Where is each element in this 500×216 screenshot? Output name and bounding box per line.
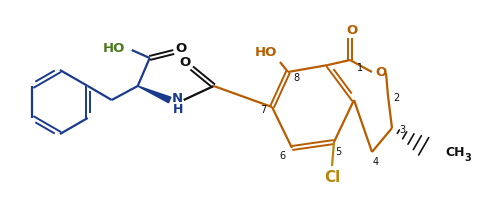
Text: O: O: [179, 57, 190, 70]
Text: 7: 7: [260, 105, 266, 115]
Text: 5: 5: [335, 147, 341, 157]
Text: 2: 2: [393, 93, 399, 103]
Text: 4: 4: [373, 157, 379, 167]
Text: O: O: [346, 24, 358, 37]
Text: 3: 3: [399, 125, 405, 135]
Text: N: N: [172, 92, 184, 105]
Text: O: O: [376, 67, 386, 79]
Text: 3: 3: [464, 153, 471, 163]
Text: HO: HO: [102, 41, 125, 54]
Polygon shape: [138, 86, 171, 103]
Text: Cl: Cl: [324, 170, 340, 186]
Text: 1: 1: [357, 63, 363, 73]
Text: O: O: [175, 41, 186, 54]
Text: 6: 6: [279, 151, 285, 161]
Text: HO: HO: [255, 46, 277, 59]
Text: CH: CH: [446, 146, 465, 159]
Text: H: H: [172, 103, 183, 116]
Text: 8: 8: [293, 73, 299, 83]
